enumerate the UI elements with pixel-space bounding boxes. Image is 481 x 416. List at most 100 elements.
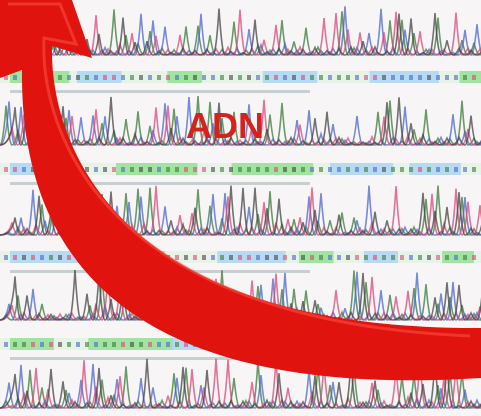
caption-line xyxy=(10,357,310,360)
base xyxy=(175,167,179,172)
base xyxy=(328,255,332,260)
base xyxy=(247,75,251,80)
base xyxy=(436,255,440,260)
base xyxy=(211,255,215,260)
base xyxy=(247,167,251,172)
base xyxy=(346,255,350,260)
base xyxy=(274,75,278,80)
base xyxy=(31,167,35,172)
base xyxy=(427,255,431,260)
base xyxy=(238,75,242,80)
base xyxy=(148,75,152,80)
base xyxy=(139,75,143,80)
base xyxy=(463,75,467,80)
base xyxy=(301,255,305,260)
highlight xyxy=(409,163,461,175)
red-arrow xyxy=(0,0,481,381)
base xyxy=(220,75,224,80)
base xyxy=(436,167,440,172)
base xyxy=(283,167,287,172)
base xyxy=(283,255,287,260)
base xyxy=(283,75,287,80)
trace xyxy=(0,358,481,409)
base xyxy=(22,342,26,347)
base xyxy=(103,75,107,80)
base xyxy=(40,255,44,260)
base xyxy=(193,167,197,172)
base xyxy=(229,75,233,80)
base xyxy=(40,342,44,347)
base xyxy=(364,255,368,260)
base xyxy=(103,167,107,172)
base xyxy=(373,255,377,260)
base xyxy=(391,75,395,80)
base xyxy=(49,342,53,347)
base xyxy=(265,75,269,80)
base xyxy=(220,167,224,172)
base xyxy=(364,75,368,80)
base xyxy=(337,75,341,80)
base xyxy=(265,255,269,260)
base xyxy=(193,255,197,260)
base xyxy=(373,75,377,80)
base xyxy=(85,167,89,172)
base xyxy=(121,342,125,347)
base xyxy=(256,167,260,172)
highlight xyxy=(330,163,394,175)
highlight xyxy=(298,251,334,263)
base xyxy=(202,255,206,260)
base xyxy=(94,167,98,172)
base xyxy=(67,255,71,260)
base xyxy=(175,342,179,347)
base xyxy=(4,75,8,80)
base xyxy=(13,167,17,172)
base xyxy=(220,255,224,260)
base xyxy=(229,167,233,172)
base xyxy=(193,75,197,80)
highlight xyxy=(262,71,318,83)
base xyxy=(22,167,26,172)
base xyxy=(94,75,98,80)
highlight xyxy=(459,71,481,83)
base xyxy=(58,255,62,260)
base xyxy=(355,75,359,80)
base xyxy=(292,167,296,172)
base xyxy=(130,75,134,80)
base xyxy=(400,167,404,172)
base xyxy=(364,167,368,172)
base xyxy=(445,75,449,80)
base xyxy=(418,255,422,260)
base xyxy=(211,75,215,80)
base xyxy=(310,167,314,172)
base xyxy=(400,255,404,260)
base xyxy=(184,75,188,80)
base xyxy=(337,255,341,260)
base xyxy=(4,342,8,347)
base xyxy=(121,75,125,80)
base xyxy=(247,255,251,260)
base xyxy=(454,167,458,172)
base xyxy=(13,342,17,347)
base xyxy=(112,342,116,347)
base xyxy=(157,342,161,347)
base xyxy=(310,75,314,80)
base xyxy=(148,342,152,347)
caption-line xyxy=(10,90,310,93)
base xyxy=(157,167,161,172)
base xyxy=(31,342,35,347)
base xyxy=(427,75,431,80)
base xyxy=(94,342,98,347)
base xyxy=(58,342,62,347)
base xyxy=(256,255,260,260)
base xyxy=(472,167,476,172)
base xyxy=(328,75,332,80)
base xyxy=(382,167,386,172)
base xyxy=(238,255,242,260)
caption-line xyxy=(10,182,310,185)
base xyxy=(85,342,89,347)
base xyxy=(382,255,386,260)
base xyxy=(328,167,332,172)
highlight xyxy=(231,163,314,175)
base xyxy=(454,255,458,260)
